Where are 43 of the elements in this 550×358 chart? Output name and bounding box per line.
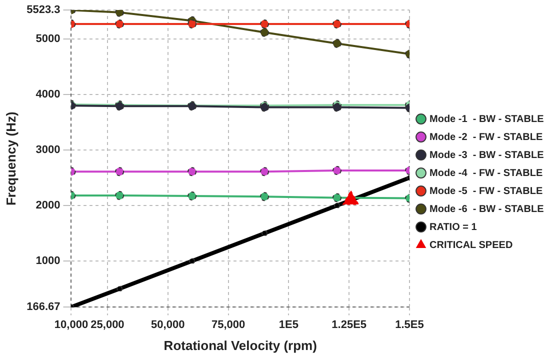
point bbox=[115, 20, 124, 29]
x-tick-label: 75,000 bbox=[211, 318, 246, 331]
point bbox=[332, 38, 342, 48]
y-tick-label: 2000 bbox=[36, 200, 60, 212]
y-tick-label: 4000 bbox=[36, 88, 60, 101]
point bbox=[115, 190, 124, 200]
legend-label: RATIO = 1 bbox=[430, 222, 478, 233]
y-tick-label: 5523.3 bbox=[26, 4, 60, 16]
point bbox=[334, 202, 340, 208]
y-tick-label: 1000 bbox=[36, 254, 60, 267]
legend-label: Mode -4 - FW - STABLE bbox=[430, 168, 543, 179]
point bbox=[260, 192, 270, 202]
x-axis-title: Rotational Velocity (rpm) bbox=[164, 338, 317, 353]
point bbox=[188, 192, 197, 201]
point bbox=[116, 286, 123, 292]
x-tick-label: 1E5 bbox=[278, 318, 298, 331]
legend-label: Mode -5 - FW - STABLE bbox=[430, 186, 543, 197]
point bbox=[260, 20, 270, 29]
y-axis-title: Frequency (Hz) bbox=[3, 112, 18, 206]
point bbox=[188, 20, 197, 29]
x-tick-label: 25,000 bbox=[90, 318, 124, 331]
y-tick-label: 3000 bbox=[36, 144, 60, 156]
point bbox=[262, 230, 268, 236]
point bbox=[188, 167, 197, 176]
point bbox=[332, 193, 342, 202]
legend-label: Mode -1 - BW - STABLE bbox=[430, 114, 544, 125]
legend-label: Mode -2 - FW - STABLE bbox=[430, 132, 543, 143]
point bbox=[260, 167, 270, 176]
x-tick-label: 50,000 bbox=[151, 318, 185, 331]
point bbox=[115, 10, 124, 17]
legend-label: Mode -6 - BW - STABLE bbox=[430, 204, 544, 215]
point bbox=[332, 166, 342, 176]
point bbox=[115, 167, 124, 176]
point bbox=[260, 28, 270, 37]
point bbox=[189, 258, 196, 264]
y-tick-label: 5000 bbox=[36, 33, 60, 46]
x-tick-label: 10,000 bbox=[54, 318, 88, 331]
legend-label: Mode -3 - BW - STABLE bbox=[430, 150, 544, 161]
y-tick-label: 166.67 bbox=[26, 301, 60, 314]
legend-label: CRITICAL SPEED bbox=[430, 240, 513, 251]
x-tick-label: 1.5E5 bbox=[395, 318, 424, 331]
point bbox=[332, 20, 342, 29]
x-tick-label: 1.25E5 bbox=[332, 318, 367, 331]
